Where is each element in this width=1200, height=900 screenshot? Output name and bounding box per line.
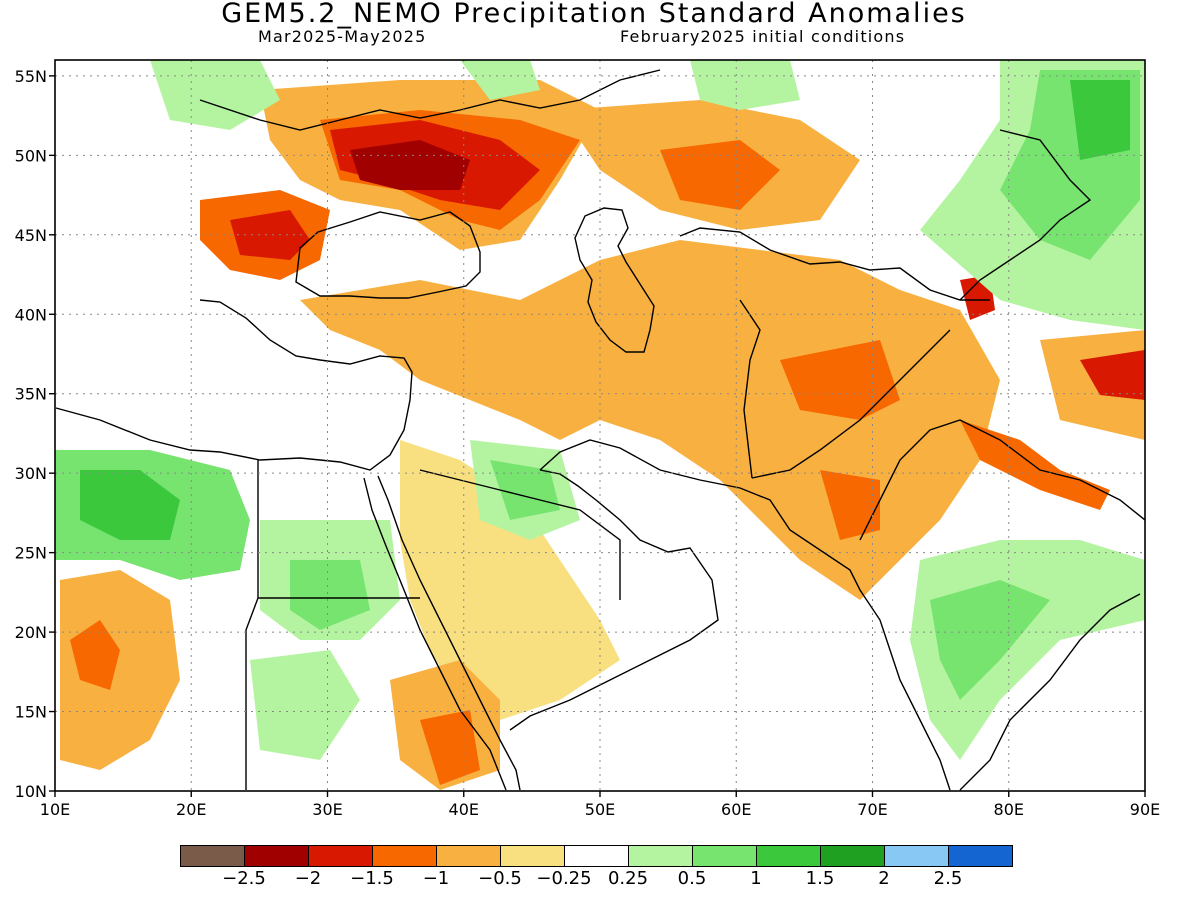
lat-tick-label: 35N — [15, 385, 47, 404]
lon-tick-label: 70E — [857, 800, 887, 819]
india-east-coast — [959, 593, 1141, 791]
colorbar-swatch — [885, 846, 949, 866]
colorbar-swatch — [181, 846, 245, 866]
colorbar-swatch — [373, 846, 437, 866]
lon-tick-label: 50E — [585, 800, 615, 819]
anomaly-region — [1080, 350, 1145, 400]
anomaly-region — [350, 140, 470, 190]
arabia-border — [419, 469, 621, 600]
anomaly-region — [60, 570, 180, 770]
lon-tick-label: 80E — [994, 800, 1024, 819]
anomaly-region — [300, 240, 1000, 600]
red-sea-coast — [377, 475, 521, 791]
anomaly-region — [80, 470, 180, 540]
lat-tick-label: 25N — [15, 544, 47, 563]
mediterranean-coast — [55, 299, 413, 471]
axis-ticks — [49, 75, 1146, 797]
colorbar-swatch — [437, 846, 501, 866]
lat-tick-label: 30N — [15, 464, 47, 483]
colorbar-label: 2.5 — [933, 868, 963, 889]
anomaly-region — [690, 60, 800, 110]
anomaly-region — [1070, 80, 1130, 160]
anomaly-region — [150, 60, 280, 130]
anomaly-region — [290, 560, 370, 630]
gulf-north — [539, 439, 951, 791]
anomaly-fields — [55, 60, 1145, 790]
india-border — [859, 419, 1146, 541]
axis-tick-labels: 10E 20E 30E 40E 50E 60E 70E 80E 90E 10N 15N 20N 25N 3… — [15, 67, 1161, 819]
colorbar-swatch — [245, 846, 309, 866]
lat-tick-label: 40N — [15, 305, 47, 324]
caspian-coast — [574, 207, 655, 353]
lat-tick-label: 15N — [15, 703, 47, 722]
colorbar-label: −2.5 — [222, 868, 266, 889]
graticule — [55, 60, 1145, 791]
anomaly-region — [820, 470, 880, 540]
lon-tick-label: 40E — [449, 800, 479, 819]
chart-title: GEM5.2_NEMO Precipitation Standard Anoma… — [221, 0, 967, 29]
colorbar-swatch — [501, 846, 565, 866]
anomaly-region — [660, 140, 780, 210]
lat-tick-label: 55N — [15, 67, 47, 86]
colorbar-label: −0.5 — [478, 868, 522, 889]
colorbar-label: −1.5 — [350, 868, 394, 889]
lat-tick-label: 10N — [15, 782, 47, 801]
red-sea-west — [363, 477, 507, 791]
anomaly-region — [70, 620, 120, 690]
colorbar-label: −0.25 — [536, 868, 592, 889]
coastlines — [55, 69, 1146, 791]
lon-tick-label: 30E — [312, 800, 342, 819]
russia-border — [199, 69, 661, 131]
colorbar-swatch — [629, 846, 693, 866]
anomaly-region — [930, 580, 1050, 700]
kazakh-border — [679, 227, 990, 301]
lon-tick-label: 20E — [176, 800, 206, 819]
anomaly-region — [490, 460, 560, 520]
lon-tick-label: 60E — [721, 800, 751, 819]
colorbar-swatch — [565, 846, 629, 866]
anomaly-region — [420, 710, 480, 785]
colorbar-swatch — [757, 846, 821, 866]
colorbar-label: 0.25 — [607, 868, 649, 889]
colorbar-swatch — [821, 846, 885, 866]
colorbar-swatch — [949, 846, 1012, 866]
lat-tick-label: 20N — [15, 623, 47, 642]
lon-tick-label: 10E — [40, 800, 70, 819]
period-label: Mar2025-May2025 — [258, 27, 427, 46]
colorbar-swatch — [309, 846, 373, 866]
gulf-coast — [509, 469, 719, 731]
colorbar-label: −2 — [294, 868, 322, 889]
lat-tick-label: 45N — [15, 226, 47, 245]
anomaly-region — [230, 210, 310, 260]
colorbar-label: 1 — [750, 868, 762, 889]
colorbar-swatch — [693, 846, 757, 866]
colorbar-label: 2 — [878, 868, 890, 889]
black-sea-coast — [295, 211, 481, 299]
anomaly-region — [250, 650, 360, 760]
colorbar-label: 0.5 — [677, 868, 707, 889]
colorbar-label: −1 — [422, 868, 450, 889]
iran-afghan-border — [739, 299, 761, 479]
colorbar-label: 1.5 — [805, 868, 835, 889]
lat-tick-label: 50N — [15, 146, 47, 165]
anomaly-region — [960, 420, 1110, 510]
china-border — [959, 129, 1092, 301]
colorbar — [180, 845, 1013, 867]
anomaly-region — [460, 60, 540, 100]
init-label: February2025 initial conditions — [620, 27, 906, 46]
lon-tick-label: 90E — [1130, 800, 1160, 819]
pakistan-border — [751, 329, 951, 479]
africa-border — [245, 460, 259, 790]
anomaly-region — [780, 340, 900, 420]
